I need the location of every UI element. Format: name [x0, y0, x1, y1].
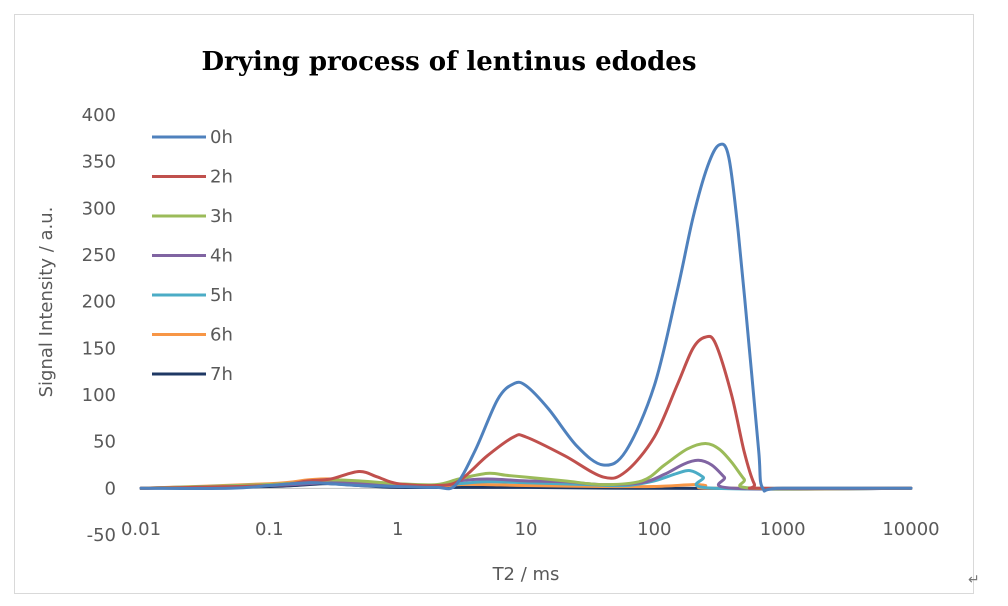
x-axis-ticks: 0.01 0.1 1 10 100 1000 10000 — [121, 487, 940, 540]
series-line-2h — [139, 334, 913, 491]
legend-label-7h: 7h — [210, 364, 233, 385]
y-tick-label: 200 — [82, 292, 116, 313]
series-line-0h — [139, 142, 913, 493]
legend-label-0h: 0h — [210, 127, 233, 148]
chart-area — [14, 14, 974, 594]
y-tick-label: 150 — [82, 338, 116, 359]
x-tick-label: 10 — [515, 519, 538, 540]
y-tick-label: 0 — [105, 478, 116, 499]
y-tick-label: 250 — [82, 245, 116, 266]
x-tick-label: 100 — [637, 519, 671, 540]
y-tick-label: 300 — [82, 198, 116, 219]
x-tick-label: 1 — [392, 519, 403, 540]
legend-label-2h: 2h — [210, 167, 233, 188]
y-tick-label: 100 — [82, 385, 116, 406]
paragraph-mark-icon: ↵ — [968, 572, 980, 588]
x-tick-label: 1000 — [760, 519, 806, 540]
x-tick-label: 10000 — [882, 519, 939, 540]
y-axis-ticks: -50 0 50 100 150 200 250 300 350 400 — [82, 105, 116, 546]
legend: 0h 2h 3h 4h 5h 6h 7h — [152, 127, 233, 385]
legend-label-6h: 6h — [210, 325, 233, 346]
series-line-3h — [139, 442, 913, 491]
y-axis-title: Signal Intensity / a.u. — [36, 207, 57, 398]
plot-lines — [139, 142, 913, 493]
x-axis-title: T2 / ms — [492, 564, 560, 585]
x-tick-label: 0.1 — [255, 519, 284, 540]
chart-title: Drying process of lentinus edodes — [202, 47, 697, 77]
y-tick-label: 400 — [82, 105, 116, 126]
x-tick-label: 0.01 — [121, 519, 161, 540]
legend-label-5h: 5h — [210, 285, 233, 306]
legend-label-4h: 4h — [210, 246, 233, 267]
y-tick-label: 350 — [82, 152, 116, 173]
y-tick-label: 50 — [93, 432, 116, 453]
legend-label-3h: 3h — [210, 206, 233, 227]
y-tick-label: -50 — [87, 525, 116, 546]
